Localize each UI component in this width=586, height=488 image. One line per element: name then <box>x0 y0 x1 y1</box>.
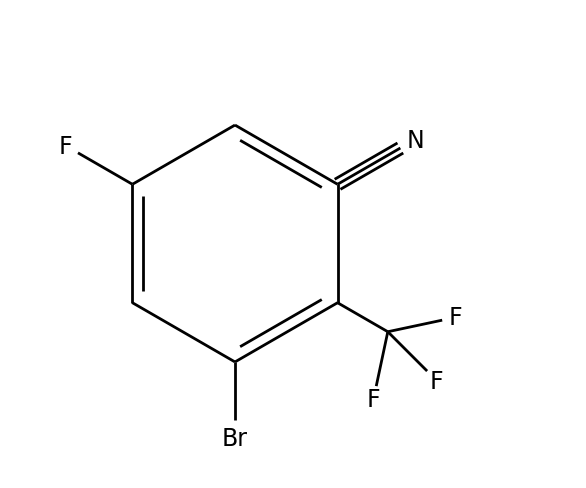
Text: F: F <box>367 387 380 411</box>
Text: F: F <box>430 369 444 393</box>
Text: F: F <box>449 305 462 330</box>
Text: Br: Br <box>222 427 248 450</box>
Text: F: F <box>59 134 72 158</box>
Text: N: N <box>406 128 424 152</box>
